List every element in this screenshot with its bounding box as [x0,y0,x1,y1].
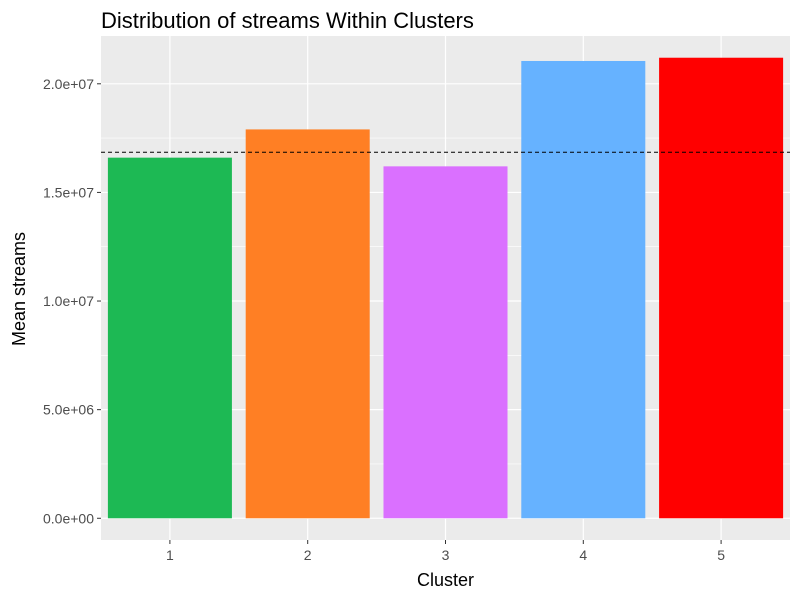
y-axis-ticks: 0.0e+00 5.0e+06 1.0e+07 1.5e+07 2.0e+07 [43,76,101,526]
x-axis-ticks: 1 2 3 4 5 [166,540,725,563]
bar-cluster-3 [383,166,508,519]
x-tick-label: 2 [304,547,312,563]
bar-cluster-1 [107,157,232,519]
y-tick-label: 2.0e+07 [43,76,94,92]
x-axis-title: Cluster [417,570,474,590]
x-tick-label: 3 [442,547,450,563]
x-tick-label: 1 [166,547,174,563]
y-tick-label: 0.0e+00 [43,510,94,526]
y-tick-label: 1.0e+07 [43,293,94,309]
x-tick-label: 4 [579,547,587,563]
bar-cluster-5 [659,57,784,519]
y-axis-title: Mean streams [9,232,29,346]
bars [107,57,784,519]
y-tick-label: 1.5e+07 [43,184,94,200]
bar-cluster-4 [521,60,646,519]
bar-cluster-2 [245,129,370,519]
x-tick-label: 5 [717,547,725,563]
y-tick-label: 5.0e+06 [43,402,94,418]
chart-title: Distribution of streams Within Clusters [101,8,474,33]
